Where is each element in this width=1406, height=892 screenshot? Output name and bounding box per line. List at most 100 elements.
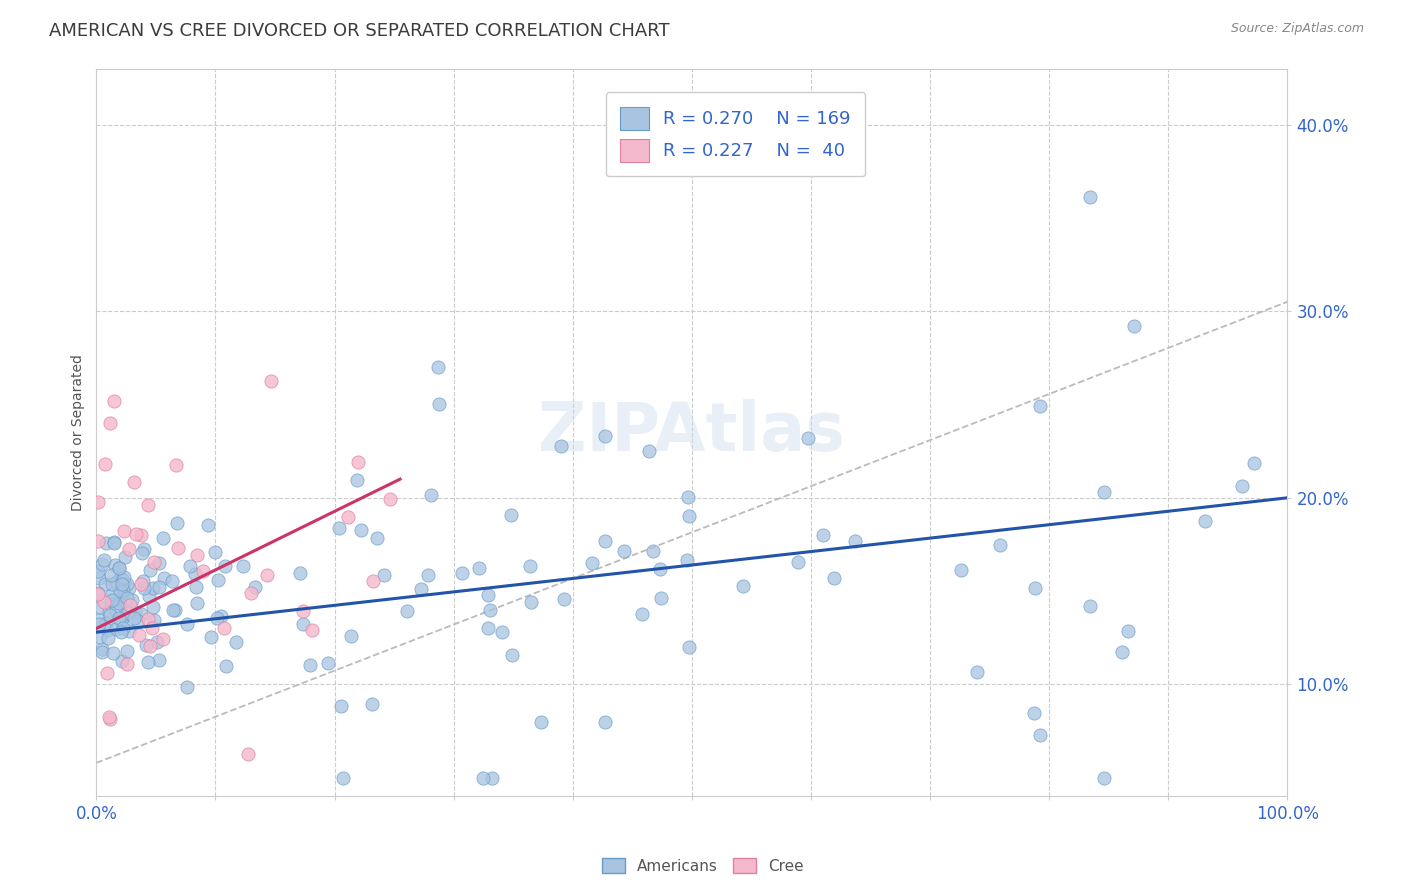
Point — [98, 416, 121, 430]
Point — [427, 397, 450, 411]
Point — [124, 605, 146, 619]
Point — [103, 536, 125, 550]
Point — [91, 557, 114, 571]
Point — [89, 613, 111, 627]
Point — [530, 714, 553, 729]
Point — [550, 439, 572, 453]
Point — [138, 589, 160, 603]
Point — [122, 611, 145, 625]
Point — [631, 607, 654, 621]
Point — [193, 564, 215, 578]
Point — [153, 571, 176, 585]
Point — [301, 623, 323, 637]
Point — [1078, 190, 1101, 204]
Point — [823, 571, 845, 585]
Point — [98, 713, 121, 727]
Point — [340, 629, 363, 643]
Point — [366, 531, 388, 545]
Point — [1078, 599, 1101, 613]
Point — [96, 616, 118, 631]
Point — [131, 545, 153, 559]
Point — [112, 570, 135, 584]
Point — [104, 603, 127, 617]
Point — [491, 625, 513, 640]
Text: AMERICAN VS CREE DIVORCED OR SEPARATED CORRELATION CHART: AMERICAN VS CREE DIVORCED OR SEPARATED C… — [49, 22, 669, 40]
Point — [1243, 456, 1265, 470]
Point — [232, 559, 254, 574]
Point — [328, 521, 350, 535]
Point — [110, 624, 132, 639]
Point — [136, 498, 159, 512]
Point — [103, 394, 125, 409]
Point — [479, 603, 502, 617]
Point — [110, 615, 132, 630]
Point — [98, 710, 121, 724]
Point — [519, 558, 541, 573]
Point — [101, 646, 124, 660]
Point — [96, 666, 118, 681]
Point — [100, 593, 122, 607]
Point — [637, 444, 659, 458]
Point — [298, 658, 321, 673]
Point — [593, 533, 616, 548]
Point — [184, 567, 207, 582]
Point — [678, 490, 700, 504]
Point — [329, 698, 352, 713]
Point — [1111, 645, 1133, 659]
Point — [114, 608, 136, 623]
Point — [418, 568, 440, 582]
Point — [117, 591, 139, 605]
Point — [91, 645, 114, 659]
Point — [152, 632, 174, 646]
Point — [643, 543, 665, 558]
Point — [139, 563, 162, 577]
Point — [93, 595, 115, 609]
Point — [581, 556, 603, 570]
Point — [111, 572, 134, 586]
Point — [1022, 706, 1045, 720]
Point — [1194, 514, 1216, 528]
Point — [731, 580, 754, 594]
Point — [125, 527, 148, 541]
Point — [112, 583, 135, 598]
Point — [409, 582, 432, 596]
Point — [215, 659, 238, 673]
Point — [148, 580, 170, 594]
Point — [176, 680, 198, 694]
Point — [288, 566, 311, 581]
Point — [214, 558, 236, 573]
Point — [844, 534, 866, 549]
Point — [471, 771, 494, 785]
Point — [613, 544, 636, 558]
Point — [86, 495, 108, 509]
Point — [207, 611, 229, 625]
Point — [110, 572, 132, 586]
Point — [197, 517, 219, 532]
Point — [160, 574, 183, 589]
Point — [111, 621, 134, 635]
Point — [373, 568, 395, 582]
Point — [186, 596, 208, 610]
Point — [117, 624, 139, 639]
Point — [121, 592, 143, 607]
Point — [111, 654, 134, 668]
Point — [212, 621, 235, 635]
Point — [593, 429, 616, 443]
Point — [86, 586, 108, 600]
Y-axis label: Divorced or Separated: Divorced or Separated — [72, 354, 86, 511]
Point — [966, 665, 988, 679]
Point — [86, 533, 108, 548]
Point — [477, 622, 499, 636]
Point — [186, 548, 208, 562]
Point — [468, 560, 491, 574]
Point — [87, 617, 110, 632]
Point — [990, 538, 1012, 552]
Point — [426, 360, 449, 375]
Point — [94, 457, 117, 471]
Point — [105, 575, 128, 590]
Point — [89, 630, 111, 644]
Point — [676, 552, 699, 566]
Point — [166, 516, 188, 530]
Point — [1029, 728, 1052, 742]
Point — [129, 527, 152, 541]
